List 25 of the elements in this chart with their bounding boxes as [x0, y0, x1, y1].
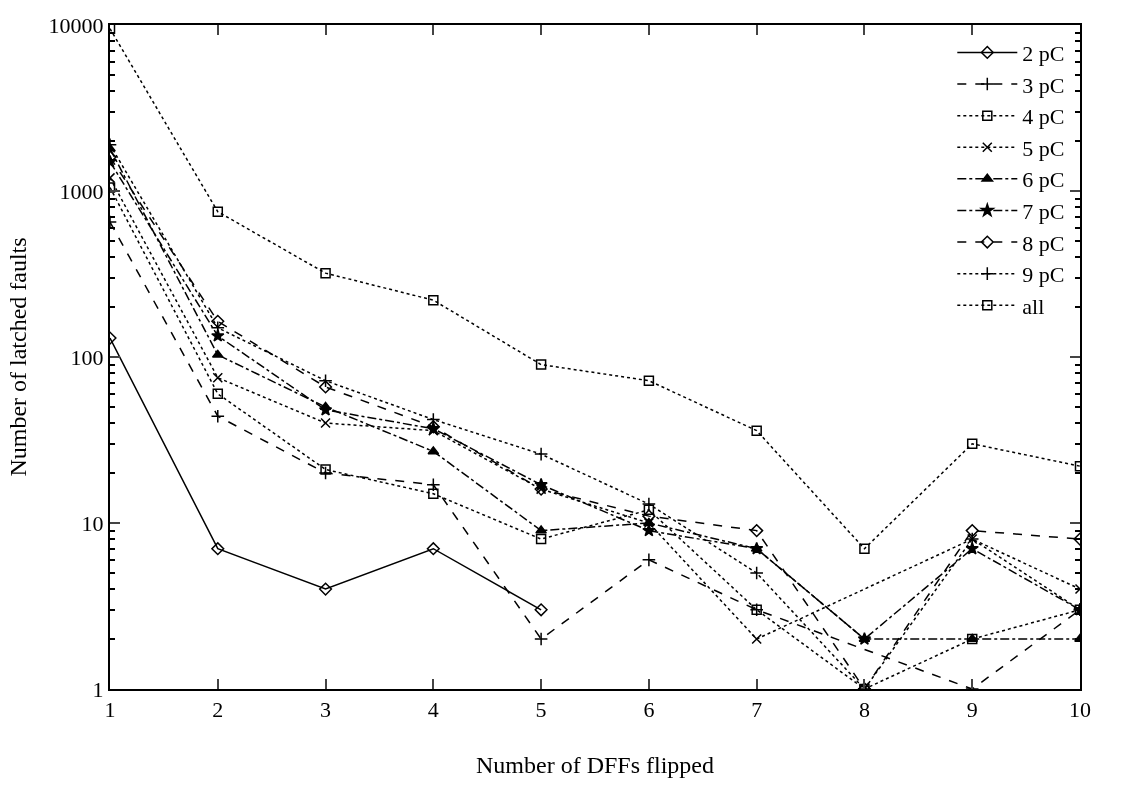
x-tick-label: 6 [643, 697, 655, 723]
x-axis-title: Number of DFFs flipped [476, 752, 714, 779]
x-tick-label: 7 [751, 697, 763, 723]
y-tick-label: 10000 [48, 12, 104, 38]
y-tick-label: 1 [92, 676, 104, 702]
legend-label: 7 pC [1022, 199, 1065, 225]
legend-label: 8 pC [1022, 230, 1065, 256]
legend-label: 5 pC [1022, 135, 1065, 161]
x-tick-label: 3 [320, 697, 332, 723]
y-axis-title: Number of latched faults [5, 237, 32, 477]
legend-label: 6 pC [1022, 167, 1065, 193]
legend-label: 3 pC [1022, 72, 1065, 98]
y-tick-label: 1000 [59, 178, 104, 204]
legend-label: all [1022, 293, 1045, 319]
x-tick-label: 8 [858, 697, 870, 723]
x-tick-label: 4 [427, 697, 439, 723]
x-tick-label: 9 [966, 697, 978, 723]
legend-label: 4 pC [1022, 104, 1065, 130]
legend-label: 2 pC [1022, 41, 1065, 67]
x-tick-label: 10 [1069, 697, 1091, 723]
x-tick-label: 2 [212, 697, 224, 723]
y-tick-label: 100 [70, 344, 104, 370]
x-tick-label: 5 [535, 697, 547, 723]
legend-label: 9 pC [1022, 262, 1065, 288]
y-tick-label: 10 [81, 510, 104, 536]
